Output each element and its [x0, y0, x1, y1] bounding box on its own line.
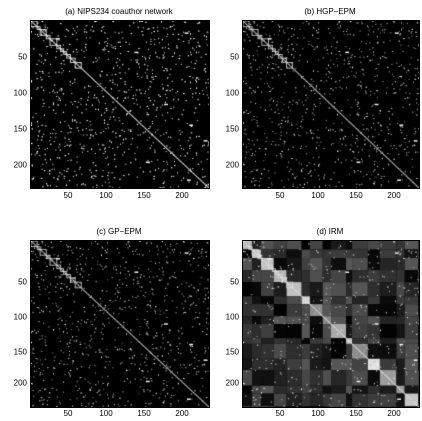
x-tick: 50 [275, 191, 285, 200]
y-tick: 100 [13, 312, 27, 322]
x-tick: 50 [63, 409, 73, 418]
x-tick: 100 [99, 191, 113, 200]
y-tick: 50 [230, 277, 239, 287]
adjacency-matrix-b [242, 20, 420, 189]
y-tick: 150 [225, 124, 239, 134]
x-tick: 50 [275, 409, 285, 418]
y-tick: 200 [225, 378, 239, 388]
y-tick: 100 [225, 312, 239, 322]
y-tick: 200 [225, 160, 239, 170]
x-tick: 100 [311, 191, 325, 200]
x-tick: 200 [175, 191, 189, 200]
y-tick: 100 [225, 88, 239, 98]
x-tick: 150 [137, 191, 151, 200]
y-tick: 50 [230, 52, 239, 62]
adjacency-matrix-d [242, 240, 420, 408]
y-tick: 200 [13, 378, 27, 388]
y-tick: 50 [18, 52, 27, 62]
y-tick: 200 [13, 160, 27, 170]
x-tick: 50 [63, 191, 73, 200]
y-tick: 50 [18, 277, 27, 287]
x-tick: 200 [175, 409, 189, 418]
matrix-canvas-a [31, 21, 209, 188]
panel-title: (c) GP−EPM [96, 227, 142, 236]
adjacency-matrix-a [30, 20, 210, 189]
y-tick: 150 [13, 124, 27, 134]
matrix-canvas-c [31, 241, 209, 407]
y-tick: 100 [13, 88, 27, 98]
x-tick: 150 [349, 409, 363, 418]
x-tick: 200 [387, 191, 401, 200]
panel-title: (b) HGP−EPM [304, 7, 356, 16]
x-tick: 150 [137, 409, 151, 418]
x-tick: 100 [311, 409, 325, 418]
adjacency-matrix-c [30, 240, 210, 408]
x-tick: 100 [99, 409, 113, 418]
matrix-canvas-b [243, 21, 419, 188]
y-tick: 150 [225, 347, 239, 357]
x-tick: 200 [387, 409, 401, 418]
panel-title: (d) IRM [316, 227, 344, 236]
x-tick: 150 [349, 191, 363, 200]
y-tick: 150 [13, 347, 27, 357]
matrix-canvas-d [243, 241, 419, 407]
panel-title: (a) NIPS234 coauthor network [65, 7, 173, 16]
